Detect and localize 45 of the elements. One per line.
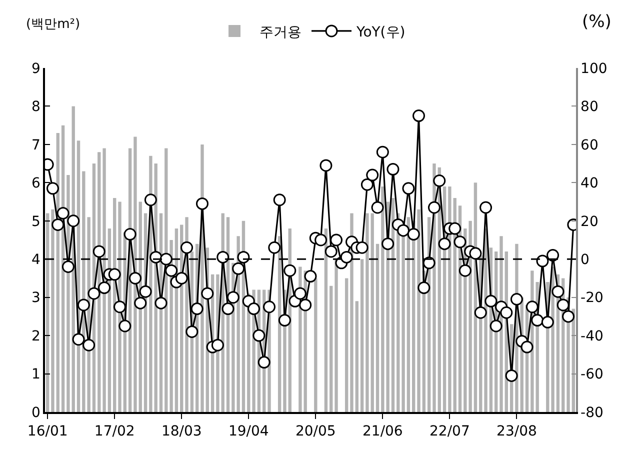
x-tick-label: 19/04 (228, 424, 269, 440)
y2-tick-label: 100 (580, 60, 608, 77)
y-tick-label: 9 (32, 60, 40, 77)
y-tick-label: 0 (32, 404, 40, 421)
y-tick-label: 7 (32, 137, 40, 154)
bar (334, 259, 338, 412)
y2-tick-label: 60 (580, 137, 598, 154)
x-tick-label: 22/07 (430, 424, 470, 440)
bar (46, 213, 50, 412)
y2-tick-label: -60 (580, 366, 604, 383)
bar (417, 209, 420, 412)
bar (314, 278, 318, 412)
legend-label: 주거용 (260, 24, 302, 40)
y2-tick-label: -20 (580, 290, 604, 306)
bar (360, 259, 364, 412)
y-tick-label: 2 (32, 328, 40, 344)
bar (376, 244, 380, 412)
y-tick-label: 1 (32, 366, 40, 383)
x-tick-label: 20/05 (295, 424, 336, 440)
y-tick-label: 5 (32, 214, 40, 230)
x-tick-label: 16/01 (27, 424, 68, 440)
bar (366, 213, 369, 412)
x-tick-label: 23/08 (496, 424, 537, 440)
legend-label: YoY(우) (356, 24, 406, 40)
bar (51, 209, 54, 412)
bar (134, 136, 137, 412)
y2-axis-title: (%) (582, 12, 612, 32)
y-tick-label: 8 (32, 99, 40, 116)
bar (355, 301, 358, 412)
y2-tick-label: 0 (580, 252, 590, 268)
y2-tick-label: 20 (580, 214, 598, 230)
y2-tick-label: -80 (580, 404, 604, 421)
x-tick-label: 17/02 (94, 424, 135, 440)
y-tick-label: 6 (32, 176, 41, 192)
y-tick-label: 3 (32, 290, 40, 306)
y-axis-title: (백만m²) (26, 17, 80, 32)
y-tick-label: 4 (32, 252, 41, 268)
y2-tick-label: 80 (580, 99, 598, 116)
bar (344, 278, 348, 412)
bar (330, 286, 333, 412)
y2-tick-label: -40 (580, 328, 604, 344)
x-tick-label: 21/06 (362, 424, 403, 440)
x-tick-label: 18/03 (161, 424, 202, 440)
y2-tick-label: 40 (580, 176, 598, 192)
bar (370, 213, 374, 412)
